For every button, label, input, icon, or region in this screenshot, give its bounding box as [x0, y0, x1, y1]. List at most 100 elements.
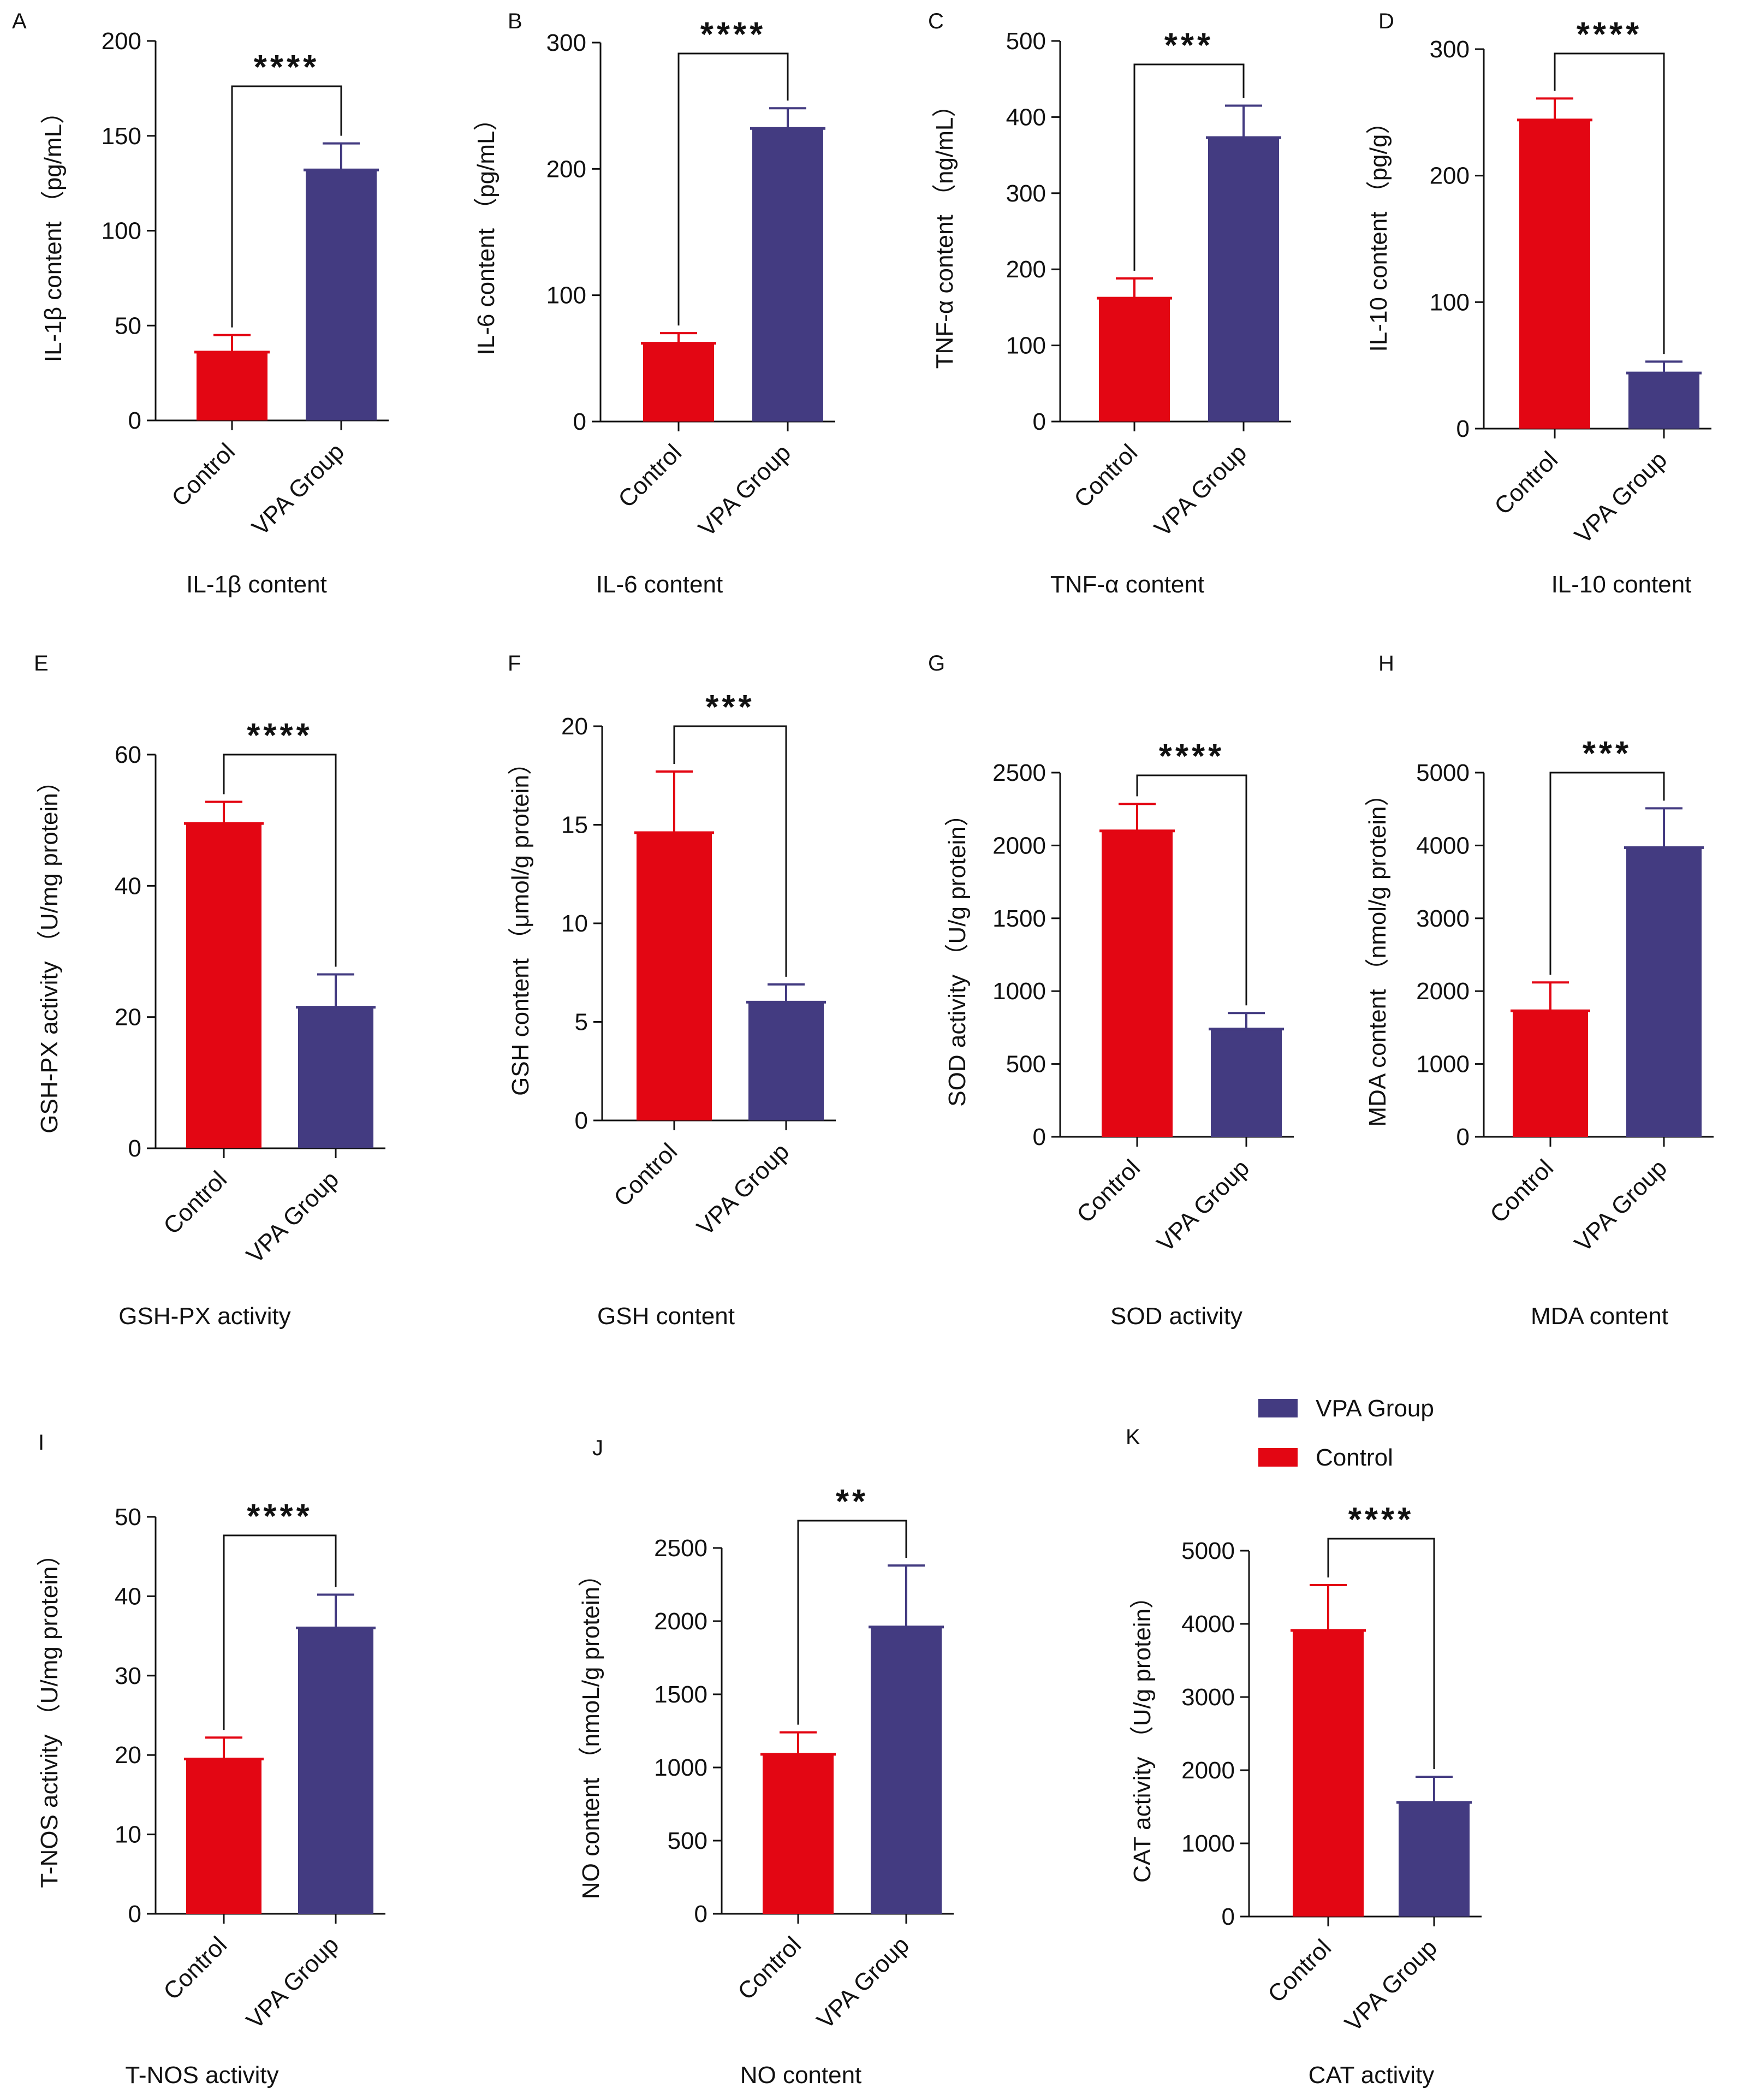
- y-tick-label: 0: [575, 1107, 588, 1134]
- legend-swatch-vpa-group: [1258, 1399, 1298, 1417]
- y-tick-label: 1000: [992, 978, 1046, 1005]
- category-label-vpa-group: VPA Group: [247, 438, 349, 541]
- y-axis-title: GSH-PX activity （U/mg protein）: [36, 769, 63, 1134]
- panel-b: B 0 100 200 300 Control VPA Group **** IL-6 cont…: [473, 9, 835, 598]
- bar-control: [1099, 298, 1170, 422]
- significance-bracket: [1554, 52, 1665, 354]
- y-tick-label: 400: [1006, 104, 1046, 130]
- legend-label: Control: [1316, 1444, 1393, 1471]
- category-label-control: Control: [1263, 1934, 1336, 2008]
- y-tick-label: 100: [102, 218, 141, 245]
- y-axis-title: IL-6 content （pg/mL）: [473, 107, 500, 355]
- significance-bracket: [223, 1534, 337, 1730]
- significance-bracket: [1136, 774, 1247, 1006]
- panel-letter: K: [1126, 1425, 1140, 1449]
- y-axis-title: CAT activity （U/g protein）: [1129, 1585, 1156, 1883]
- y-tick-label: 4000: [1416, 832, 1470, 859]
- panel-caption: CAT activity: [1309, 2062, 1435, 2089]
- significance-bracket: [231, 85, 342, 328]
- y-tick-label: 2000: [654, 1608, 707, 1635]
- y-tick-label: 3000: [1181, 1684, 1235, 1711]
- y-tick-label: 300: [1006, 180, 1046, 207]
- y-tick-label: 100: [546, 282, 586, 309]
- y-tick-label: 20: [561, 713, 588, 740]
- bar-control: [197, 352, 267, 420]
- y-tick-label: 300: [1430, 36, 1470, 63]
- y-tick-label: 500: [668, 1828, 707, 1854]
- significance-bracket: [677, 52, 789, 326]
- legend-swatch-control: [1258, 1448, 1298, 1467]
- panel-caption: MDA content: [1531, 1303, 1668, 1330]
- y-tick-label: 2500: [654, 1535, 707, 1562]
- y-tick-label: 5000: [1181, 1538, 1235, 1564]
- y-tick-label: 30: [115, 1663, 141, 1689]
- category-label-control: Control: [609, 1138, 682, 1212]
- bar-vpa-group: [1208, 138, 1279, 422]
- panel-letter: I: [38, 1431, 44, 1455]
- y-axis-title: NO content （nmoL/g protein）: [578, 1563, 604, 1899]
- bar-control: [1513, 1011, 1588, 1137]
- category-label-vpa-group: VPA Group: [1569, 446, 1672, 549]
- bar-vpa-group: [306, 170, 377, 420]
- y-axis-title: IL-1β content （pg/mL）: [40, 100, 67, 362]
- panel-caption: IL-6 content: [596, 571, 723, 598]
- bar-control: [1102, 830, 1173, 1137]
- y-tick-label: 0: [1033, 1124, 1046, 1150]
- y-tick-label: 200: [1430, 163, 1470, 189]
- y-tick-label: 60: [115, 741, 141, 768]
- y-tick-label: 2500: [992, 760, 1046, 786]
- y-tick-label: 300: [546, 29, 586, 56]
- panel-c: C 0 100 200 300 400 500 Control VPA Group *** TNF-…: [928, 9, 1291, 598]
- y-tick-label: 2000: [1181, 1757, 1235, 1784]
- significance-bracket: [673, 725, 787, 977]
- category-label-vpa-group: VPA Group: [1569, 1154, 1672, 1257]
- panel-caption: TNF-α content: [1050, 571, 1204, 598]
- category-label-control: Control: [733, 1931, 806, 2005]
- y-tick-label: 0: [128, 1901, 141, 1927]
- y-tick-label: 50: [115, 1504, 141, 1530]
- y-tick-label: 10: [115, 1822, 141, 1848]
- y-tick-label: 5000: [1416, 760, 1470, 786]
- y-tick-label: 0: [573, 408, 586, 435]
- category-label-vpa-group: VPA Group: [241, 1931, 344, 2034]
- y-tick-label: 100: [1006, 333, 1046, 359]
- y-tick-label: 100: [1430, 289, 1470, 316]
- y-tick-label: 1000: [654, 1754, 707, 1781]
- significance-bracket: [1327, 1538, 1435, 1770]
- significance-label: ****: [1348, 1501, 1414, 1539]
- panel-letter: A: [12, 9, 27, 33]
- category-label-control: Control: [1072, 1154, 1145, 1228]
- category-label-control: Control: [158, 1931, 232, 2005]
- bar-control: [186, 1759, 261, 1914]
- panel-caption: GSH-PX activity: [118, 1303, 290, 1330]
- y-tick-label: 50: [115, 312, 141, 339]
- y-tick-label: 0: [128, 407, 141, 434]
- significance-label: **: [836, 1483, 869, 1521]
- bar-vpa-group: [752, 128, 823, 422]
- panel-d: D 0 100 200 300 Control VPA Group **** IL-10 con…: [1365, 9, 1711, 598]
- y-axis-title: GSH content （μmol/g protein）: [507, 751, 534, 1096]
- panel-a: A 0 50 100 150 200 Control VPA Group **** IL-1β c…: [12, 9, 389, 598]
- y-axis-title: TNF-α content （ng/mL）: [931, 93, 958, 369]
- y-tick-label: 1500: [654, 1681, 707, 1708]
- y-tick-label: 0: [694, 1901, 707, 1927]
- panel-j: J 0 500 1000 1500 2000 2500 Control VPA Group ** N…: [578, 1436, 954, 2089]
- bar-vpa-group: [871, 1627, 942, 1914]
- panel-letter: D: [1378, 9, 1394, 33]
- category-label-vpa-group: VPA Group: [1149, 439, 1252, 542]
- y-tick-label: 0: [1456, 1124, 1470, 1150]
- y-tick-label: 200: [546, 156, 586, 182]
- y-tick-label: 10: [561, 910, 588, 937]
- y-tick-label: 4000: [1181, 1611, 1235, 1638]
- legend-label: VPA Group: [1316, 1395, 1434, 1422]
- bar-vpa-group: [298, 1628, 373, 1914]
- y-tick-label: 40: [115, 873, 141, 899]
- significance-label: ***: [1164, 27, 1214, 64]
- significance-bracket: [797, 1520, 907, 1725]
- bar-control: [1519, 120, 1590, 429]
- significance-label: ****: [247, 1498, 313, 1535]
- panel-letter: B: [508, 9, 522, 33]
- bar-vpa-group: [1626, 847, 1702, 1137]
- bar-vpa-group: [1211, 1029, 1282, 1137]
